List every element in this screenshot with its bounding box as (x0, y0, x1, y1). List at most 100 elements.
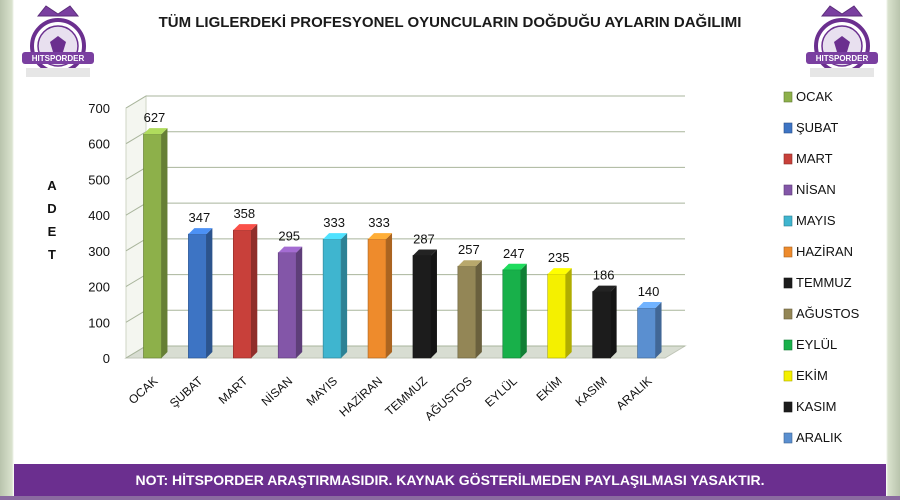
chart-title: TÜM LIGLERDEKİ PROFESYONEL OYUNCULARIN D… (158, 14, 742, 31)
bar (278, 246, 303, 253)
bar (520, 263, 527, 358)
logo-text-left: HITSPORDER (32, 54, 85, 63)
y-axis-label-letter: A (47, 178, 57, 193)
bar (610, 285, 617, 358)
data-label: 235 (548, 250, 570, 265)
bar-şubat (188, 228, 213, 359)
x-tick-label: AĞUSTOS (421, 373, 474, 423)
y-tick-label: 400 (88, 208, 110, 223)
legend-item: EKİM (796, 368, 828, 383)
bar (232, 229, 252, 359)
bar (637, 302, 662, 308)
bar (547, 268, 572, 275)
legend-item: AĞUSTOS (796, 306, 860, 321)
gridline (125, 131, 685, 145)
bar (457, 260, 482, 267)
data-label: 333 (323, 215, 345, 230)
hitsporder-logo-right: HITSPORDER (806, 5, 878, 77)
x-tick-label: NİSAN (259, 374, 296, 409)
data-label: 627 (144, 110, 166, 125)
legend-item: MART (796, 151, 833, 166)
y-tick-label: 500 (88, 172, 110, 187)
bar-ni̇san (277, 246, 303, 359)
legend-item: ARALIK (796, 430, 843, 445)
bar (592, 285, 617, 292)
y-tick-label: 200 (88, 280, 110, 295)
side-wall (125, 95, 147, 359)
gridline (125, 95, 685, 109)
x-tick-label: ŞUBAT (167, 373, 206, 410)
y-tick-label: 700 (88, 101, 110, 116)
bar (655, 302, 662, 358)
bar (367, 238, 387, 359)
legend-swatch (783, 184, 793, 196)
bar (143, 128, 168, 135)
bar (457, 265, 477, 359)
bar (188, 233, 207, 359)
bar (475, 260, 482, 358)
legend-item: TEMMUZ (796, 275, 852, 290)
bar-ocak (143, 128, 168, 359)
legend-item: EYLÜL (796, 337, 837, 352)
bar (251, 224, 258, 358)
legend-item: KASIM (796, 399, 836, 414)
bar (592, 291, 611, 359)
legend-swatch (783, 308, 793, 320)
bar (430, 249, 437, 358)
bar-kasim (592, 285, 617, 359)
x-tick-label: KASIM (573, 374, 610, 409)
y-tick-label: 300 (88, 244, 110, 259)
legend-swatch (783, 432, 793, 444)
y-axis-label-letter: E (48, 224, 57, 239)
bar (565, 268, 572, 358)
bar (368, 233, 393, 240)
bar (341, 233, 348, 358)
data-label: 287 (413, 232, 435, 247)
y-axis-label-letter: D (47, 201, 56, 216)
x-tick-label: OCAK (126, 374, 161, 407)
bar-mayis (322, 233, 348, 359)
legend-swatch (783, 122, 793, 134)
bar (322, 238, 342, 359)
bar-aralik (637, 302, 662, 359)
bar (277, 252, 297, 359)
data-label: 295 (278, 229, 300, 244)
bar (637, 307, 656, 359)
data-label: 358 (233, 206, 255, 221)
legend-swatch (783, 277, 793, 289)
data-label: 347 (189, 210, 211, 225)
y-tick-label: 0 (103, 351, 110, 366)
x-tick-label: MAYIS (304, 374, 340, 409)
legend-swatch (783, 246, 793, 258)
bar (502, 269, 522, 359)
data-label: 333 (368, 215, 390, 230)
bar (161, 128, 168, 358)
y-axis-label-letter: T (48, 247, 56, 262)
bar (386, 233, 393, 358)
data-label: 257 (458, 242, 480, 257)
legend-swatch (783, 215, 793, 227)
x-tick-label: EKİM (534, 374, 565, 404)
bar (547, 273, 567, 359)
bar (296, 246, 303, 358)
bar-eki̇m (547, 268, 572, 359)
bar (188, 228, 213, 235)
bar (502, 263, 527, 270)
legend-swatch (783, 370, 793, 382)
logo-text-right: HITSPORDER (816, 54, 869, 63)
legend-swatch (783, 153, 793, 165)
x-tick-label: ARALIK (613, 374, 654, 413)
x-tick-label: EYLÜL (482, 374, 520, 410)
gridline (125, 166, 685, 180)
data-label: 247 (503, 246, 525, 261)
bar (323, 233, 348, 240)
bar-temmuz (412, 249, 437, 359)
bar-mart (232, 224, 258, 359)
legend-item: HAZİRAN (796, 244, 853, 259)
y-tick-label: 600 (88, 137, 110, 152)
legend-swatch (783, 91, 793, 103)
bar-ağustos (457, 260, 482, 359)
bar (233, 224, 258, 231)
x-tick-label: HAZİRAN (337, 374, 386, 420)
